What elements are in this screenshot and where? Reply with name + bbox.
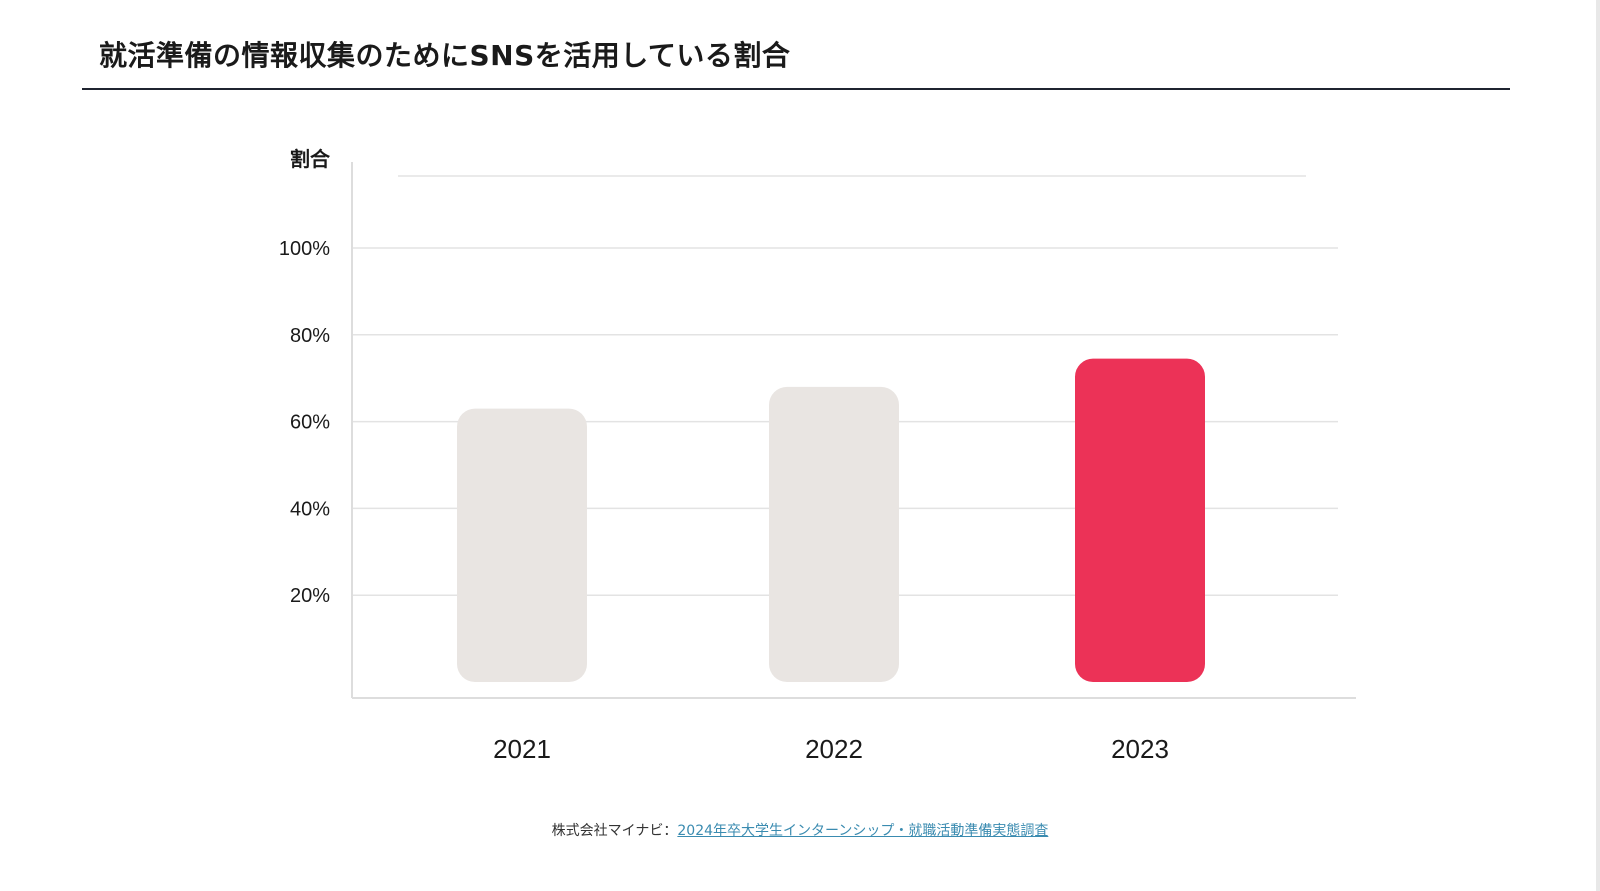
y-tick-label: 80% [290,325,330,347]
title-divider [82,88,1510,90]
source-publisher: 株式会社マイナビ： [551,823,678,839]
x-tick-label: 2022 [805,734,863,764]
source-citation: 株式会社マイナビ：2024年卒大学生インターンシップ・就職活動準備実態調査 [0,820,1600,840]
source-study-link[interactable]: 2024年卒大学生インターンシップ・就職活動準備実態調査 [677,823,1049,839]
y-tick-label: 60% [290,412,330,434]
x-tick-labels: 2021 2022 2023 [493,734,1169,764]
bar-2023 [1075,358,1205,682]
x-tick-label: 2023 [1111,734,1169,764]
window-edge [1596,0,1600,891]
bars [457,358,1205,682]
y-tick-label: 100% [279,238,330,260]
bar-2021 [457,408,587,682]
bar-2022 [769,386,899,682]
y-tick-label: 20% [290,585,330,607]
y-tick-labels: 20% 40% 60% 80% 100% [279,238,330,607]
y-tick-label: 40% [290,498,330,520]
page-title: 就活準備の情報収集のためにSNSを活用している割合 [99,39,791,72]
x-tick-label: 2021 [493,734,551,764]
y-axis-title: 割合 [290,147,331,171]
